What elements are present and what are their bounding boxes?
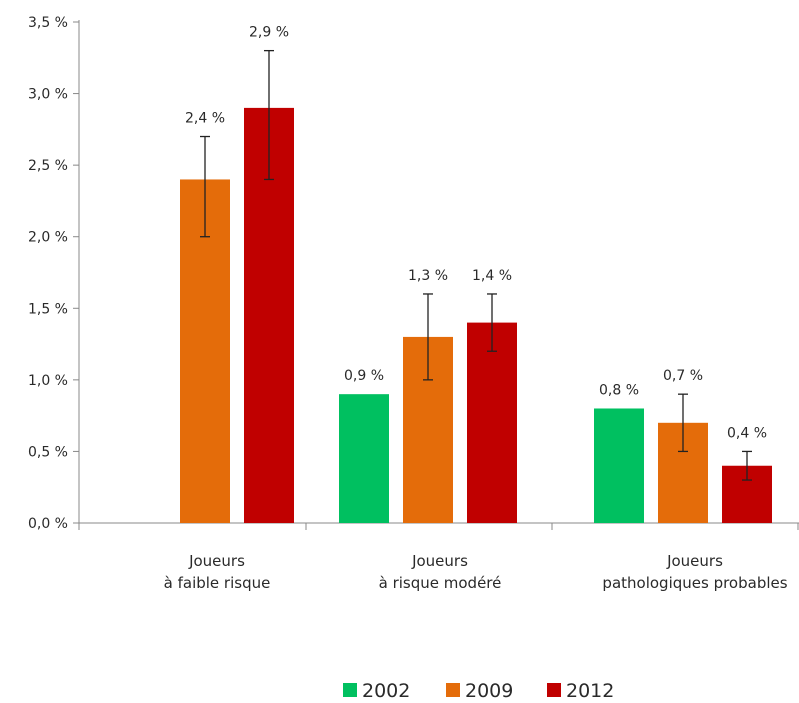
y-tick-label: 0,0 % xyxy=(28,516,68,532)
y-tick-label: 3,5 % xyxy=(28,15,68,31)
category-label: Joueurs xyxy=(666,552,723,570)
bar-2012 xyxy=(467,322,517,523)
legend-swatch-2002 xyxy=(343,683,357,697)
y-tick-label: 2,0 % xyxy=(28,230,68,246)
category-label: Joueurs xyxy=(411,552,468,570)
bar-2002 xyxy=(339,394,389,523)
y-tick-label: 2,5 % xyxy=(28,158,68,174)
legend-swatch-2009 xyxy=(446,683,460,697)
y-tick-label: 0,5 % xyxy=(28,444,68,460)
bar-2002 xyxy=(594,408,644,523)
data-label: 1,4 % xyxy=(472,268,512,284)
data-label: 1,3 % xyxy=(408,268,448,284)
data-labels: 2,4 % 2,9 % 0,9 % 1,3 % 1,4 % 0,8 % 0,7 % 0,4 % xyxy=(185,25,767,442)
legend: 2002 2009 2012 xyxy=(343,680,614,702)
data-label: 2,9 % xyxy=(249,25,289,41)
data-label: 0,4 % xyxy=(727,425,767,441)
category-label: Joueurs xyxy=(188,552,245,570)
data-label: 0,9 % xyxy=(344,368,384,384)
data-label: 0,8 % xyxy=(599,382,639,398)
y-tick-label: 1,5 % xyxy=(28,301,68,317)
y-tick-label: 1,0 % xyxy=(28,373,68,389)
legend-label: 2012 xyxy=(566,680,614,702)
category-label: pathologiques probables xyxy=(602,574,787,592)
y-tick-label: 3,0 % xyxy=(28,87,68,103)
bars xyxy=(180,107,772,523)
data-label: 2,4 % xyxy=(185,111,225,127)
error-bars xyxy=(200,49,752,481)
category-labels: Joueurs à faible risque Joueurs à risque mo… xyxy=(164,552,788,592)
data-label: 0,7 % xyxy=(663,368,703,384)
category-label: à faible risque xyxy=(164,574,271,592)
legend-swatch-2012 xyxy=(547,683,561,697)
category-label: à risque modéré xyxy=(379,574,502,592)
legend-label: 2009 xyxy=(465,680,513,702)
legend-label: 2002 xyxy=(362,680,410,702)
